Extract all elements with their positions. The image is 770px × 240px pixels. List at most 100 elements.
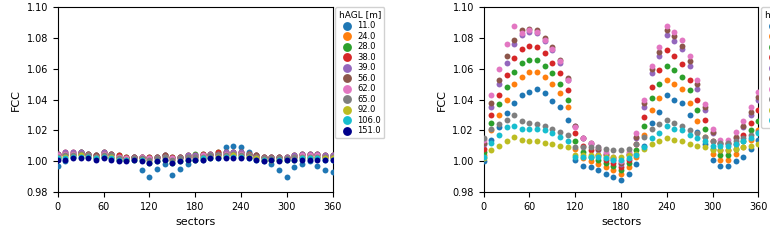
- 110.0: [584, 141, 597, 145]
- 28.0: [128, 155, 140, 158]
- 80.0: [630, 136, 642, 140]
- 92.0: [159, 158, 171, 162]
- 39.0: [182, 153, 194, 157]
- 39.0: [243, 152, 255, 156]
- 48.0: [737, 139, 749, 143]
- 39.0: [189, 153, 201, 157]
- 11.0: [243, 150, 255, 154]
- 28.0: [105, 152, 117, 156]
- 28.0: [668, 98, 681, 102]
- 39.0: [661, 78, 673, 82]
- 28.0: [600, 172, 612, 175]
- 39.0: [280, 155, 293, 158]
- 106.0: [296, 156, 308, 160]
- 85.0: [630, 135, 642, 138]
- 148.0: [676, 124, 688, 128]
- 38.0: [105, 152, 117, 156]
- 85.0: [615, 161, 628, 165]
- 62.0: [166, 156, 179, 160]
- 11.0: [120, 156, 132, 160]
- 110.0: [737, 119, 749, 123]
- 198.0: [500, 125, 513, 129]
- 62.0: [182, 155, 194, 158]
- 151.0: [227, 156, 239, 160]
- 28.0: [508, 101, 521, 105]
- 56.0: [227, 152, 239, 156]
- 92.0: [266, 158, 278, 162]
- 28.0: [182, 153, 194, 157]
- 56.0: [128, 155, 140, 158]
- 110.0: [699, 102, 711, 106]
- 28.0: [97, 150, 109, 154]
- 28.0: [143, 155, 156, 158]
- 198.0: [531, 127, 544, 131]
- 65.0: [266, 156, 278, 160]
- 80.0: [508, 42, 521, 46]
- 60.0: [737, 133, 749, 137]
- 11.0: [82, 153, 95, 157]
- 85.0: [569, 124, 581, 128]
- 85.0: [516, 28, 528, 32]
- 198.0: [592, 155, 604, 158]
- 38.0: [90, 153, 102, 157]
- 39.0: [737, 145, 749, 149]
- 62.0: [59, 152, 72, 156]
- 151.0: [280, 158, 293, 162]
- 62.0: [136, 155, 148, 158]
- 178.0: [684, 142, 696, 146]
- 62.0: [288, 155, 300, 158]
- 48.0: [684, 89, 696, 92]
- 151.0: [288, 158, 300, 162]
- 148.0: [714, 141, 726, 145]
- 92.0: [212, 155, 224, 158]
- 11.0: [97, 155, 109, 158]
- 85.0: [729, 135, 742, 138]
- 39.0: [638, 133, 650, 137]
- 198.0: [577, 155, 589, 158]
- 92.0: [128, 158, 140, 162]
- 178.0: [630, 152, 642, 156]
- 62.0: [52, 153, 64, 157]
- 11.0: [112, 158, 125, 162]
- 110.0: [615, 159, 628, 163]
- 65.0: [90, 155, 102, 158]
- 60.0: [538, 52, 551, 55]
- 39.0: [67, 150, 79, 154]
- 24.0: [90, 155, 102, 158]
- 28.0: [90, 153, 102, 157]
- 24.0: [303, 155, 316, 158]
- 106.0: [212, 156, 224, 160]
- 65.0: [166, 158, 179, 162]
- 85.0: [592, 147, 604, 151]
- 39.0: [136, 155, 148, 158]
- 110.0: [493, 67, 505, 71]
- 92.0: [182, 158, 194, 162]
- 110.0: [477, 138, 490, 142]
- 39.0: [235, 150, 247, 154]
- 85.0: [645, 67, 658, 71]
- 151.0: [196, 158, 209, 162]
- 28.0: [608, 175, 620, 179]
- 198.0: [508, 124, 521, 128]
- 106.0: [204, 156, 216, 160]
- 60.0: [630, 142, 642, 146]
- 198.0: [638, 145, 650, 149]
- 106.0: [97, 155, 109, 158]
- 38.0: [59, 150, 72, 154]
- 92.0: [326, 156, 339, 160]
- 80.0: [477, 142, 490, 146]
- 28.0: [554, 105, 566, 109]
- 85.0: [600, 152, 612, 156]
- 48.0: [546, 72, 558, 75]
- 28.0: [219, 150, 232, 154]
- 198.0: [584, 155, 597, 158]
- 39.0: [166, 156, 179, 160]
- 110.0: [661, 24, 673, 28]
- Y-axis label: FCC: FCC: [11, 89, 21, 111]
- 48.0: [592, 158, 604, 162]
- 62.0: [90, 155, 102, 158]
- 11.0: [235, 145, 247, 149]
- 65.0: [59, 153, 72, 157]
- 28.0: [67, 152, 79, 156]
- 106.0: [243, 156, 255, 160]
